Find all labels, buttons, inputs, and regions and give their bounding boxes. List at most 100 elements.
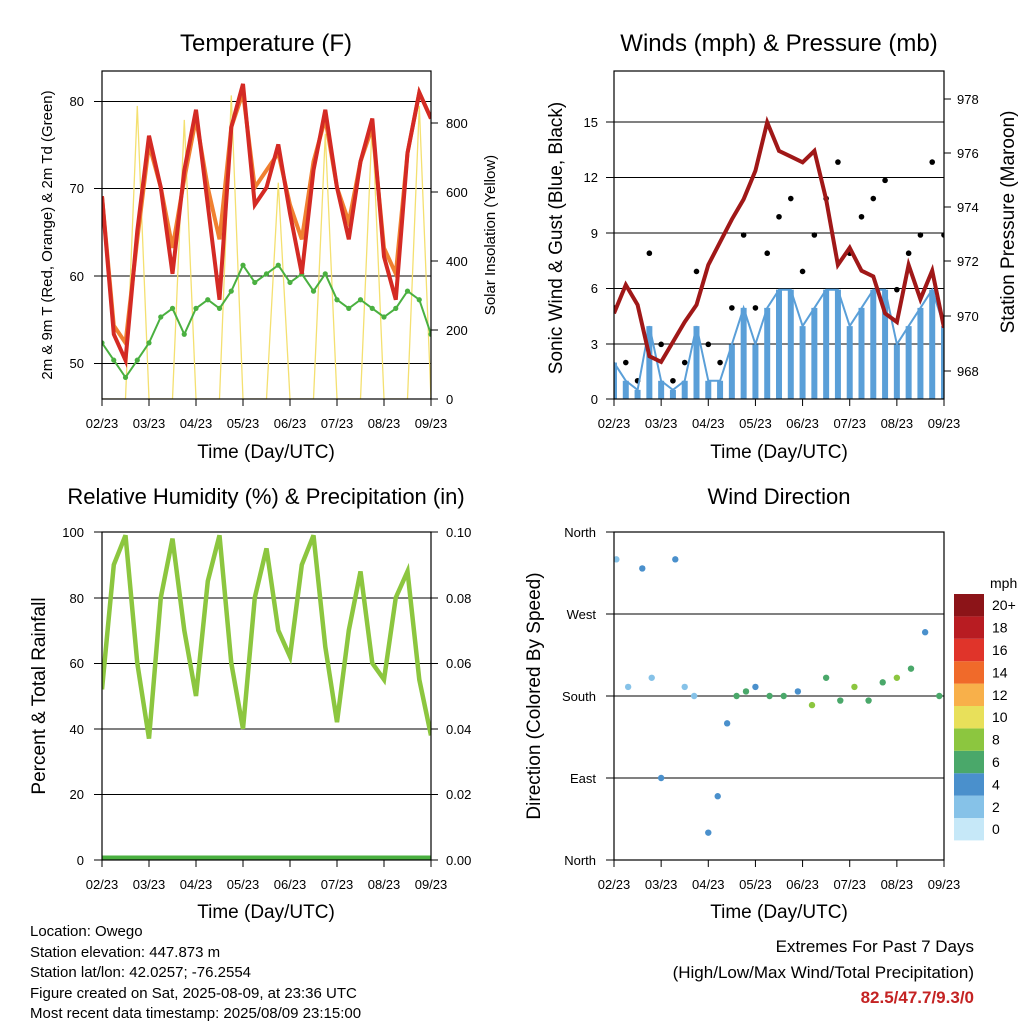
gust-point: [787, 195, 794, 202]
direction-point: [865, 697, 872, 704]
gust-point: [905, 250, 912, 257]
wind-direction-left-tick: West: [567, 607, 597, 622]
station-latlon: Station lat/lon: 42.0257; -76.2554: [30, 964, 252, 982]
winds-left-tick: 6: [591, 281, 598, 296]
temperature-plot-area: [102, 83, 431, 399]
gust-point: [622, 359, 629, 366]
gust-point: [870, 195, 877, 202]
humidity-tickmarks: [94, 531, 438, 861]
humidity-left-tick: 80: [70, 591, 84, 606]
gust-point: [858, 213, 865, 220]
temperature-frame: [101, 70, 432, 400]
wind-direction-panel: Wind Direction North East South West Nor…: [524, 484, 1017, 923]
x-tick-label: 07/23: [321, 877, 354, 892]
temperature-right-tick: 400: [446, 254, 468, 269]
humidity-right-tick: 0.02: [446, 787, 471, 802]
direction-point: [614, 556, 620, 563]
winds-left-tick: 0: [591, 392, 598, 407]
gust-point: [717, 359, 723, 366]
wind-direction-left-tick: East: [570, 771, 596, 786]
winds-right-ticks: 968 970 972 974 976 978: [957, 92, 979, 379]
wind-direction-left-tick: North: [564, 525, 596, 540]
direction-point: [705, 829, 712, 836]
x-tick-label: 03/23: [133, 416, 166, 431]
winds-panel: Winds (mph) & Pressure (mb) 0 3 6 9 12 1…: [546, 30, 1019, 463]
humidity-left-tick: 60: [70, 656, 84, 671]
direction-point: [780, 692, 787, 700]
humidity-right-tick: 0.00: [446, 853, 471, 868]
direction-point: [714, 793, 721, 800]
colorbar-cell: [954, 706, 984, 729]
colorbar-label: 12: [992, 687, 1008, 703]
wind-direction-left-tick: North: [564, 853, 596, 868]
wind-direction-left-ticks: North East South West North: [562, 525, 596, 868]
humidity-ylabel-left: Percent & Total Rainfall: [29, 597, 50, 794]
x-tick-label: 09/23: [928, 416, 961, 431]
temperature-left-tickmarks: [94, 101, 438, 400]
direction-point: [936, 692, 943, 700]
colorbar-cell: [954, 728, 984, 751]
extremes-title: Extremes For Past 7 Days: [775, 937, 974, 956]
direction-point: [742, 688, 750, 695]
gust-point: [882, 177, 888, 184]
temperature-right-tick: 800: [446, 116, 468, 131]
x-tick-label: 06/23: [786, 877, 819, 892]
temperature-x-ticks: 02/23 03/23 04/23 05/23 06/23 07/23 08/23 09/23: [86, 399, 447, 431]
gust-point: [693, 268, 700, 275]
winds-right-tick: 968: [957, 364, 979, 379]
x-tick-label: 04/23: [692, 416, 725, 431]
gust-point: [835, 159, 841, 165]
colorbar-cell: [954, 661, 984, 684]
colorbar-cells: 0 2 4 6 8 10 12 14 16 18 20+: [954, 594, 1016, 841]
gust-point: [646, 250, 653, 257]
x-tick-label: 07/23: [833, 416, 866, 431]
winds-xlabel: Time (Day/UTC): [710, 442, 848, 463]
direction-point: [907, 665, 915, 672]
direction-point: [921, 629, 929, 636]
humidity-series-group: [102, 534, 431, 860]
direction-point: [822, 674, 830, 681]
x-tick-label: 03/23: [133, 877, 166, 892]
winds-series-group: [614, 115, 944, 399]
direction-point: [648, 674, 655, 681]
winds-left-tick: 9: [591, 226, 598, 241]
gust-point: [776, 213, 782, 220]
gust-point: [670, 377, 676, 384]
gust-point: [752, 305, 759, 311]
temperature-right-ticks: 0 200 400 600 800: [446, 116, 468, 407]
x-tick-label: 06/23: [274, 416, 307, 431]
colorbar-label: 6: [992, 754, 1000, 770]
x-tick-label: 02/23: [86, 416, 119, 431]
humidity-left-tick: 100: [62, 525, 84, 540]
humidity-plot-area: [102, 534, 431, 860]
x-tick-label: 02/23: [86, 877, 119, 892]
colorbar-label: 20+: [992, 597, 1016, 613]
temperature-left-tick: 80: [70, 94, 84, 109]
winds-frame: [613, 70, 945, 400]
humidity-right-tick: 0.10: [446, 525, 471, 540]
humidity-right-tick: 0.08: [446, 591, 471, 606]
winds-tickmarks: [606, 98, 951, 400]
wind-direction-tickmarks: [606, 531, 614, 861]
humidity-xlabel: Time (Day/UTC): [197, 902, 335, 923]
colorbar-cell: [954, 638, 984, 662]
gust-point: [799, 268, 806, 275]
colorbar-label: 0: [992, 821, 1000, 837]
x-tick-label: 05/23: [739, 416, 772, 431]
x-tick-label: 02/23: [598, 877, 631, 892]
gust-point: [658, 341, 664, 348]
winds-left-ticks: 0 3 6 9 12 15: [584, 115, 598, 407]
direction-point: [672, 556, 679, 563]
winds-left-tick: 15: [584, 115, 598, 130]
wind-direction-x-ticks: 02/23 03/23 04/23 05/23 06/23 07/23 08/23 09/23: [598, 860, 960, 892]
colorbar-title: mph: [990, 575, 1017, 591]
winds-right-tick: 972: [957, 254, 979, 269]
x-tick-label: 07/23: [321, 416, 354, 431]
direction-point: [808, 701, 816, 709]
wind-direction-ylabel: Direction (Colored By Speed): [524, 572, 545, 819]
temperature-left-tick: 60: [70, 269, 84, 284]
winds-ylabel-left: Sonic Wind & Gust (Blue, Black): [546, 102, 567, 374]
temperature-panel: Temperature (F) 50 60 70 80 0 200 400: [39, 30, 499, 463]
x-tick-label: 04/23: [180, 877, 213, 892]
direction-point: [733, 692, 740, 700]
